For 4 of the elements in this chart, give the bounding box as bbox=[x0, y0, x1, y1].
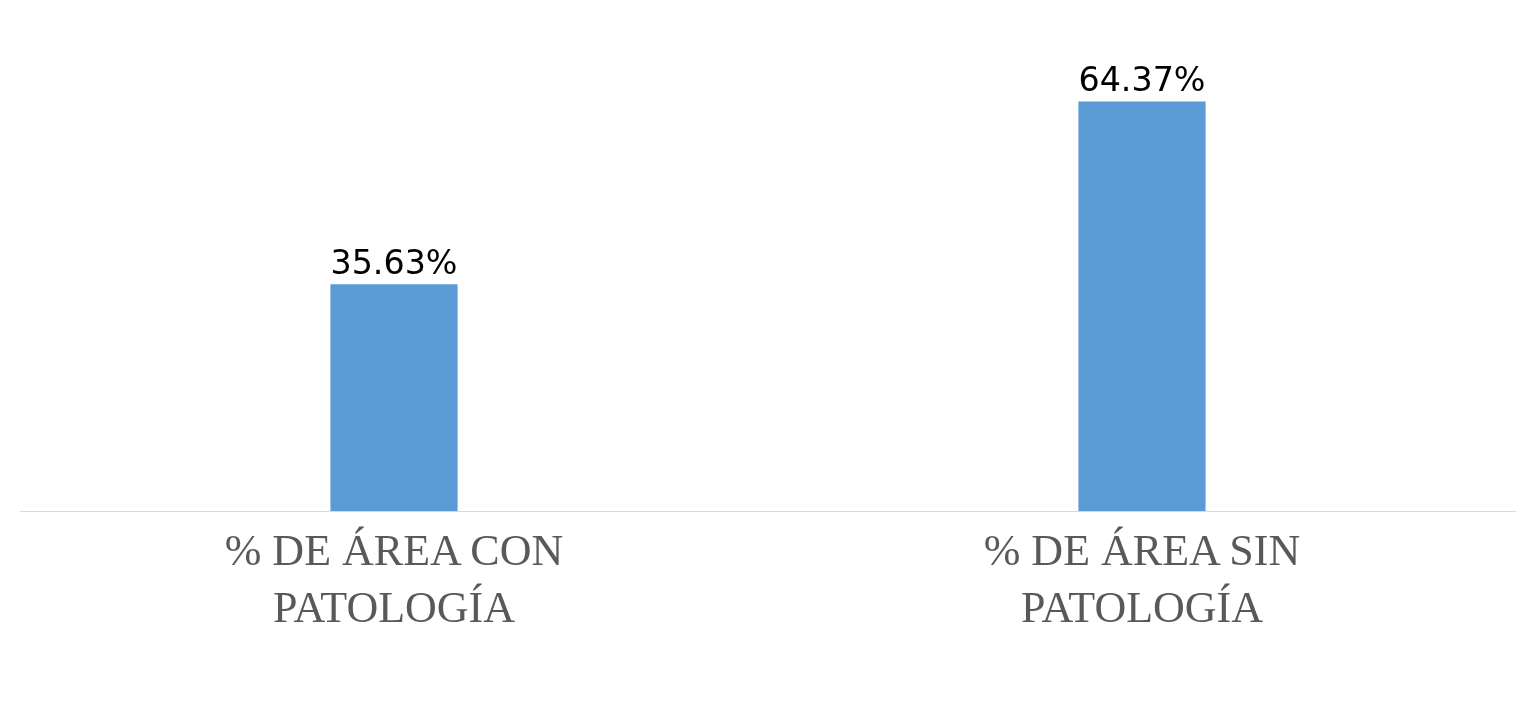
data-label: 64.37% bbox=[1078, 59, 1206, 99]
x-tick-label: % DE ÁREA SIN PATOLOGÍA bbox=[983, 525, 1301, 632]
data-label: 35.63% bbox=[330, 242, 458, 282]
x-tick-label: % DE ÁREA CON PATOLOGÍA bbox=[224, 525, 564, 632]
